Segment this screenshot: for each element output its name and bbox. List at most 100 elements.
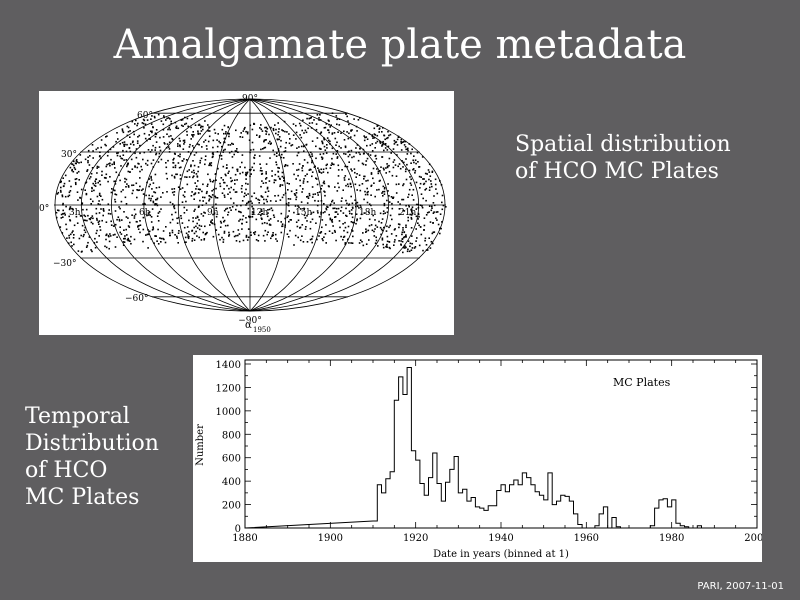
plate-point [245, 171, 247, 174]
plate-point [195, 217, 197, 219]
plate-point [286, 216, 289, 219]
plate-point [379, 212, 382, 215]
plate-point [265, 178, 267, 180]
plate-point [157, 243, 160, 245]
plate-point [188, 235, 190, 238]
plate-point [279, 199, 282, 201]
plate-point [241, 228, 243, 230]
plate-point [332, 225, 334, 227]
plate-point [191, 171, 193, 173]
plate-point [329, 167, 332, 169]
plate-point [202, 231, 204, 234]
plate-point [227, 144, 230, 146]
plate-point [333, 132, 336, 134]
plate-point [403, 210, 406, 212]
plate-point [123, 159, 125, 161]
plate-point [160, 120, 163, 122]
plate-point [145, 194, 147, 197]
plate-point [305, 143, 308, 146]
plate-point [77, 170, 80, 173]
plate-point [245, 174, 247, 177]
plate-point [179, 145, 181, 148]
plate-point [295, 221, 298, 223]
plate-point [109, 164, 111, 167]
plate-point [75, 178, 78, 180]
plate-point [166, 133, 168, 135]
plate-point [186, 176, 188, 178]
plate-point [60, 217, 63, 219]
plate-point [351, 216, 354, 219]
plate-point [85, 181, 88, 183]
plate-point [190, 126, 192, 129]
plate-point [402, 198, 405, 201]
plate-point [147, 247, 149, 249]
plate-point [281, 175, 284, 178]
plate-point [405, 235, 407, 238]
plate-point [135, 119, 137, 122]
plate-point [212, 213, 214, 216]
plate-point [137, 189, 139, 192]
plate-point [393, 139, 396, 142]
plate-point [181, 201, 184, 203]
plate-point [113, 163, 115, 165]
ra-label-15h: 15h [295, 208, 312, 218]
plate-point [73, 243, 75, 246]
plate-point [97, 147, 99, 149]
plate-point [428, 189, 431, 191]
plate-point [171, 218, 174, 221]
plate-point [425, 187, 428, 190]
plate-point [211, 206, 214, 208]
plate-point [401, 198, 403, 201]
plate-point [164, 143, 166, 145]
plate-point [206, 231, 208, 234]
plate-point [383, 190, 386, 193]
plate-point [311, 155, 314, 157]
plate-point [322, 182, 325, 184]
plate-point [196, 175, 199, 177]
plate-point [129, 143, 132, 145]
plate-point [431, 185, 433, 188]
plate-point [208, 135, 211, 138]
plate-point [180, 217, 183, 220]
plate-point [266, 222, 268, 225]
plate-point [223, 124, 226, 127]
plate-point [306, 241, 309, 243]
plate-point [194, 182, 196, 184]
plate-point [101, 170, 103, 173]
plate-point [299, 134, 301, 136]
plate-point [176, 235, 178, 238]
plate-point [87, 241, 89, 244]
plate-point [253, 232, 255, 234]
plate-point [69, 206, 72, 208]
plate-point [401, 238, 404, 240]
plate-point [349, 183, 352, 185]
plate-point [337, 182, 339, 185]
plate-point [105, 246, 108, 249]
plate-point [359, 147, 361, 150]
plate-point [293, 244, 295, 246]
plate-point [236, 204, 238, 207]
plate-point [138, 189, 141, 191]
plate-point [426, 211, 429, 214]
plate-point [355, 152, 358, 154]
plate-point [358, 242, 361, 244]
plate-point [319, 153, 322, 156]
plate-point [268, 133, 270, 136]
plate-point [241, 200, 244, 202]
plate-point [352, 207, 354, 209]
plate-point [388, 170, 391, 173]
plate-point [247, 183, 249, 185]
plate-point [87, 161, 89, 164]
ra-axis-label: α [245, 320, 252, 331]
ra-label-21h: 21h [399, 208, 416, 218]
plate-point [95, 178, 97, 181]
plate-point [163, 142, 166, 144]
plate-point [85, 193, 88, 196]
plate-point [348, 161, 350, 163]
plate-point [196, 235, 198, 237]
plate-point [261, 218, 263, 220]
plate-point [293, 211, 295, 214]
plate-point [209, 195, 212, 198]
plate-point [242, 215, 245, 217]
plate-point [383, 193, 386, 195]
